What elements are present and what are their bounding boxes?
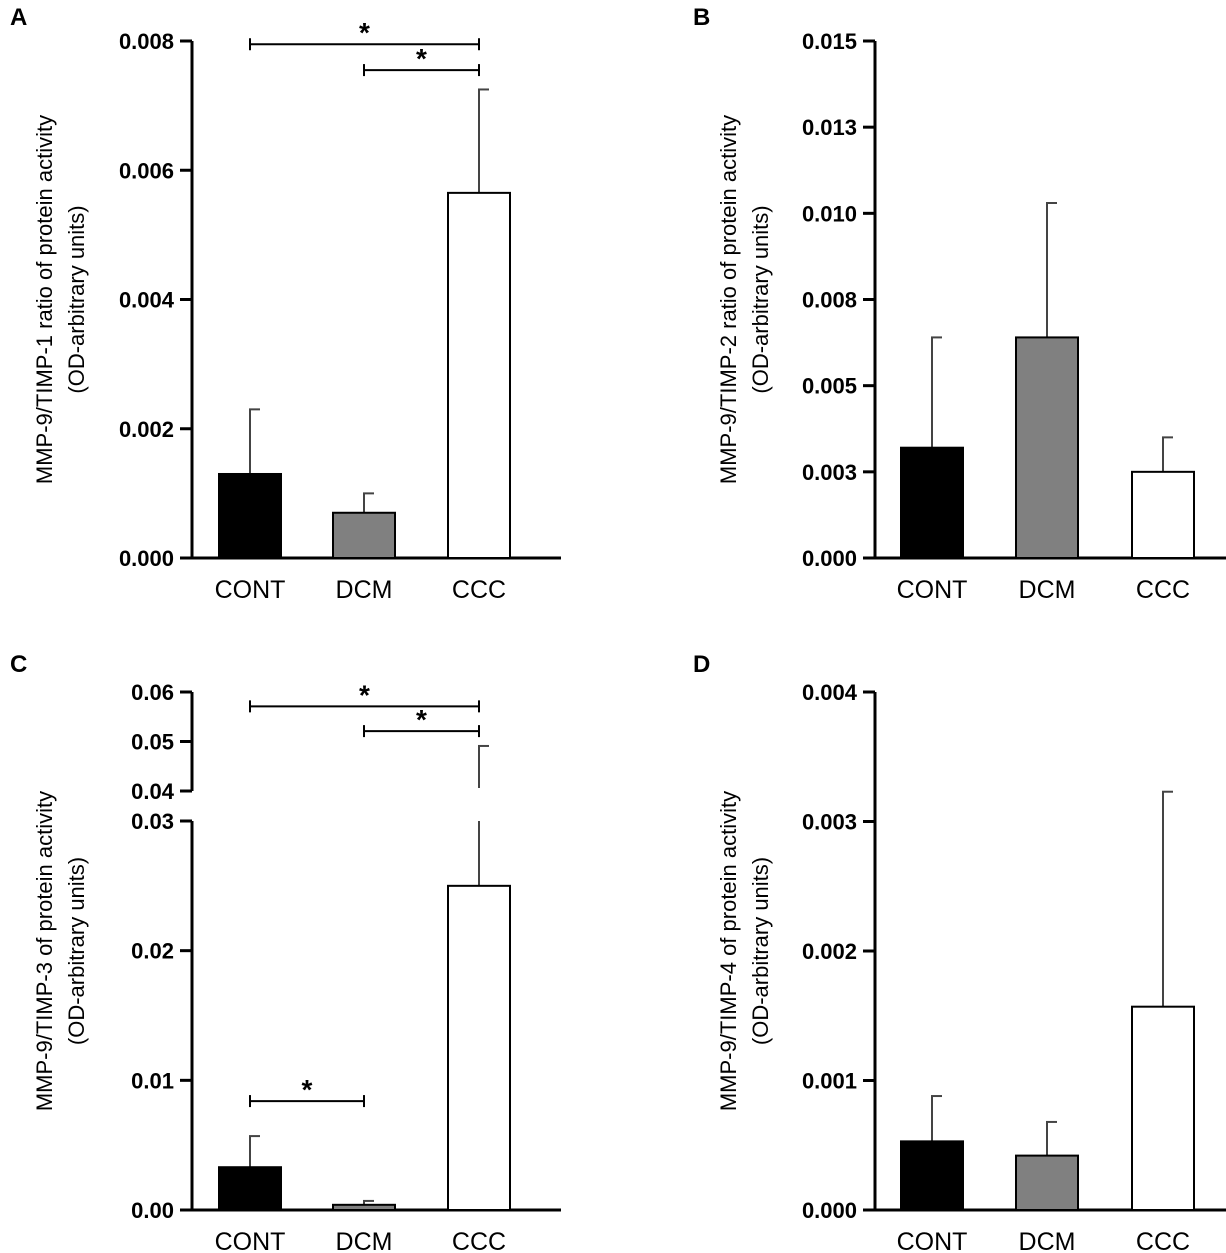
bar-ccc — [1131, 1005, 1195, 1211]
significance-star: * — [302, 1074, 313, 1105]
x-tick-label: CCC — [452, 1228, 506, 1253]
y-tick-label: 0.006 — [119, 158, 174, 183]
bar-ccc — [1131, 470, 1195, 560]
significance-star: * — [416, 43, 427, 74]
bar-dcm — [332, 1203, 396, 1212]
bar-cont — [218, 1166, 282, 1211]
y-tick-label: 0.02 — [131, 939, 174, 964]
y-axis-label: (OD-arbitrary units) — [64, 205, 89, 393]
significance-star: * — [359, 17, 370, 48]
y-axis-label: (OD-arbitrary units) — [64, 857, 89, 1045]
y-tick-label: 0.015 — [802, 29, 857, 54]
y-axis-label: MMP-9/TIMP-3 of protein activity — [32, 791, 57, 1111]
y-axis-label: MMP-9/TIMP-2 ratio of protein activity — [716, 115, 741, 484]
y-tick-label: 0.010 — [802, 201, 857, 226]
y-tick-label: 0.003 — [802, 460, 857, 485]
significance-star: * — [416, 704, 427, 735]
panel-letter: D — [693, 651, 710, 678]
y-tick-label: 0.008 — [119, 29, 174, 54]
bar-ccc — [447, 191, 511, 559]
x-tick-label: CCC — [1136, 576, 1190, 604]
y-tick-label: 0.000 — [802, 546, 857, 571]
y-tick-label: 0.03 — [131, 809, 174, 834]
x-tick-label: CONT — [215, 1228, 286, 1253]
x-tick-label: CCC — [1136, 1228, 1190, 1253]
x-tick-label: DCM — [336, 576, 393, 604]
x-tick-label: DCM — [1019, 1228, 1076, 1253]
panel-a: A MMP-9/TIMP-1 ratio of protein activity (… — [10, 4, 561, 604]
x-tick-label: CONT — [897, 576, 968, 604]
bar-ccc — [447, 884, 511, 1211]
y-tick-label: 0.00 — [131, 1198, 174, 1223]
x-tick-label: CCC — [452, 576, 506, 604]
y-axis-label: MMP-9/TIMP-4 of protein activity — [716, 791, 741, 1111]
y-axis-label: (OD-arbitrary units) — [748, 857, 773, 1045]
panel-letter: C — [10, 651, 27, 678]
x-tick-label: CONT — [897, 1228, 968, 1253]
panel-letter: A — [10, 4, 27, 31]
panel-letter: B — [693, 4, 710, 31]
y-tick-label: 0.000 — [802, 1198, 857, 1223]
y-tick-label: 0.003 — [802, 810, 857, 835]
y-tick-label: 0.008 — [802, 288, 857, 313]
y-tick-label: 0.01 — [131, 1068, 174, 1093]
panel-c: C MMP-9/TIMP-3 of protein activity (OD-arb… — [10, 651, 561, 1253]
y-tick-label: 0.000 — [119, 546, 174, 571]
bar-cont — [900, 1140, 964, 1211]
bar-dcm — [1015, 336, 1079, 559]
panel-b: B MMP-9/TIMP-2 ratio of protein activity (… — [693, 4, 1226, 604]
bar-cont — [900, 446, 964, 559]
bar-dcm — [332, 511, 396, 560]
y-tick-label: 0.05 — [131, 730, 174, 755]
bar-dcm — [1015, 1154, 1079, 1211]
significance-star: * — [359, 679, 370, 710]
y-tick-label: 0.06 — [131, 680, 174, 705]
y-tick-label: 0.04 — [131, 779, 175, 804]
bar-cont — [218, 472, 282, 559]
y-tick-label: 0.013 — [802, 115, 857, 140]
y-tick-label: 0.004 — [119, 288, 175, 313]
y-tick-label: 0.004 — [802, 680, 858, 705]
y-axis-label: (OD-arbitrary units) — [748, 205, 773, 393]
y-tick-label: 0.002 — [802, 939, 857, 964]
x-tick-label: CONT — [215, 576, 286, 604]
x-tick-label: DCM — [336, 1228, 393, 1253]
y-axis-label: MMP-9/TIMP-1 ratio of protein activity — [32, 115, 57, 484]
y-tick-label: 0.002 — [119, 417, 174, 442]
x-tick-label: DCM — [1019, 576, 1076, 604]
y-tick-label: 0.005 — [802, 374, 857, 399]
panel-d: D MMP-9/TIMP-4 of protein activity (OD-arb… — [693, 651, 1226, 1253]
y-tick-label: 0.001 — [802, 1069, 857, 1094]
